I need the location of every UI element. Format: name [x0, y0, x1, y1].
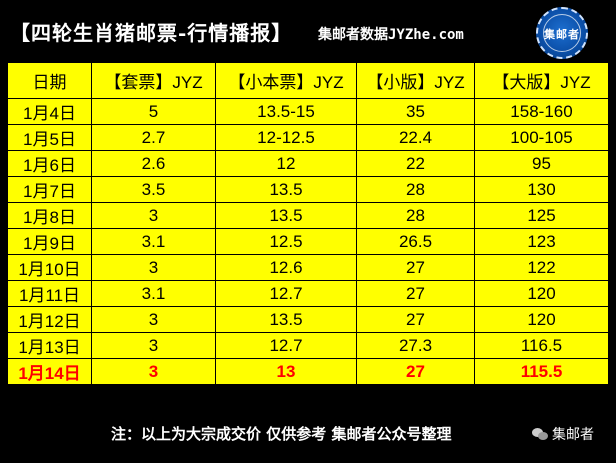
set-price-cell: 2.6: [91, 150, 216, 177]
small-sheet-price-cell: 22: [356, 150, 475, 177]
table-body: 1月4日 5 13.5-15 35 158-160 1月5日 2.7 12-12.5 22.4 1…: [7, 98, 609, 385]
wechat-account: 集邮者: [532, 424, 594, 444]
set-price-cell: 3.1: [91, 280, 216, 307]
jiyouzhe-logo: 集邮者: [536, 7, 588, 59]
footer-bar: 注：以上为大宗成交价 仅供参考 集邮者公众号整理 集邮者: [0, 406, 616, 463]
table-row: 1月6日 2.6 12 22 95: [7, 150, 609, 177]
booklet-price-cell: 12: [215, 150, 357, 177]
set-price-cell: 3: [91, 202, 216, 229]
full-sheet-price-cell: 120: [474, 280, 609, 307]
full-sheet-price-cell: 100-105: [474, 124, 609, 151]
logo-text: 集邮者: [544, 28, 580, 41]
table-row: 1月4日 5 13.5-15 35 158-160: [7, 98, 609, 125]
small-sheet-price-cell: 27: [356, 358, 475, 385]
booklet-price-cell: 12.6: [215, 254, 357, 281]
date-cell: 1月13日: [7, 332, 92, 359]
full-sheet-price-cell: 115.5: [474, 358, 609, 385]
column-header-full-sheet: 【大版】JYZ: [474, 62, 609, 99]
table-row: 1月5日 2.7 12-12.5 22.4 100-105: [7, 124, 609, 151]
booklet-price-cell: 12.7: [215, 332, 357, 359]
set-price-cell: 3.5: [91, 176, 216, 203]
date-cell: 1月7日: [7, 176, 92, 203]
small-sheet-price-cell: 22.4: [356, 124, 475, 151]
small-sheet-price-cell: 27: [356, 254, 475, 281]
set-price-cell: 2.7: [91, 124, 216, 151]
set-price-cell: 3: [91, 332, 216, 359]
full-sheet-price-cell: 130: [474, 176, 609, 203]
full-sheet-price-cell: 158-160: [474, 98, 609, 125]
date-cell: 1月14日: [7, 358, 92, 385]
booklet-price-cell: 12-12.5: [215, 124, 357, 151]
table-row: 1月7日 3.5 13.5 28 130: [7, 176, 609, 203]
full-sheet-price-cell: 123: [474, 228, 609, 255]
column-header-date: 日期: [7, 62, 92, 99]
table-header-row: 日期 【套票】JYZ 【小本票】JYZ 【小版】JYZ 【大版】JYZ: [7, 62, 609, 99]
small-sheet-price-cell: 28: [356, 202, 475, 229]
small-sheet-price-cell: 27: [356, 280, 475, 307]
date-cell: 1月9日: [7, 228, 92, 255]
set-price-cell: 5: [91, 98, 216, 125]
date-cell: 1月5日: [7, 124, 92, 151]
date-cell: 1月11日: [7, 280, 92, 307]
booklet-price-cell: 13.5: [215, 306, 357, 333]
column-header-booklet: 【小本票】JYZ: [215, 62, 357, 99]
small-sheet-price-cell: 26.5: [356, 228, 475, 255]
date-cell: 1月8日: [7, 202, 92, 229]
booklet-price-cell: 12.5: [215, 228, 357, 255]
date-cell: 1月6日: [7, 150, 92, 177]
price-table: 日期 【套票】JYZ 【小本票】JYZ 【小版】JYZ 【大版】JYZ 1月4日…: [7, 62, 609, 385]
booklet-price-cell: 13: [215, 358, 357, 385]
table-row: 1月9日 3.1 12.5 26.5 123: [7, 228, 609, 255]
small-sheet-price-cell: 28: [356, 176, 475, 203]
booklet-price-cell: 13.5: [215, 176, 357, 203]
wechat-label: 集邮者: [552, 427, 594, 443]
table-row: 1月12日 3 13.5 27 120: [7, 306, 609, 333]
set-price-cell: 3: [91, 306, 216, 333]
logo-ring: [543, 14, 581, 52]
set-price-cell: 3: [91, 254, 216, 281]
set-price-cell: 3: [91, 358, 216, 385]
set-price-cell: 3.1: [91, 228, 216, 255]
header-bar: 【四轮生肖猪邮票-行情播报】 集邮者数据JYZhe.com 集邮者: [0, 0, 616, 62]
booklet-price-cell: 13.5-15: [215, 98, 357, 125]
full-sheet-price-cell: 122: [474, 254, 609, 281]
small-sheet-price-cell: 27: [356, 306, 475, 333]
column-header-set: 【套票】JYZ: [91, 62, 216, 99]
date-cell: 1月10日: [7, 254, 92, 281]
report-title: 【四轮生肖猪邮票-行情播报】: [10, 21, 293, 45]
small-sheet-price-cell: 35: [356, 98, 475, 125]
date-cell: 1月4日: [7, 98, 92, 125]
footer-note: 注：以上为大宗成交价 仅供参考 集邮者公众号整理: [111, 425, 452, 443]
table-row: 1月10日 3 12.6 27 122: [7, 254, 609, 281]
table-row: 1月14日 3 13 27 115.5: [7, 358, 609, 385]
booklet-price-cell: 12.7: [215, 280, 357, 307]
wechat-icon: [532, 428, 548, 441]
table-row: 1月13日 3 12.7 27.3 116.5: [7, 332, 609, 359]
data-source: 集邮者数据JYZhe.com: [318, 27, 464, 43]
booklet-price-cell: 13.5: [215, 202, 357, 229]
full-sheet-price-cell: 95: [474, 150, 609, 177]
full-sheet-price-cell: 116.5: [474, 332, 609, 359]
table-row: 1月11日 3.1 12.7 27 120: [7, 280, 609, 307]
small-sheet-price-cell: 27.3: [356, 332, 475, 359]
table-row: 1月8日 3 13.5 28 125: [7, 202, 609, 229]
full-sheet-price-cell: 125: [474, 202, 609, 229]
column-header-small-sheet: 【小版】JYZ: [356, 62, 475, 99]
full-sheet-price-cell: 120: [474, 306, 609, 333]
date-cell: 1月12日: [7, 306, 92, 333]
